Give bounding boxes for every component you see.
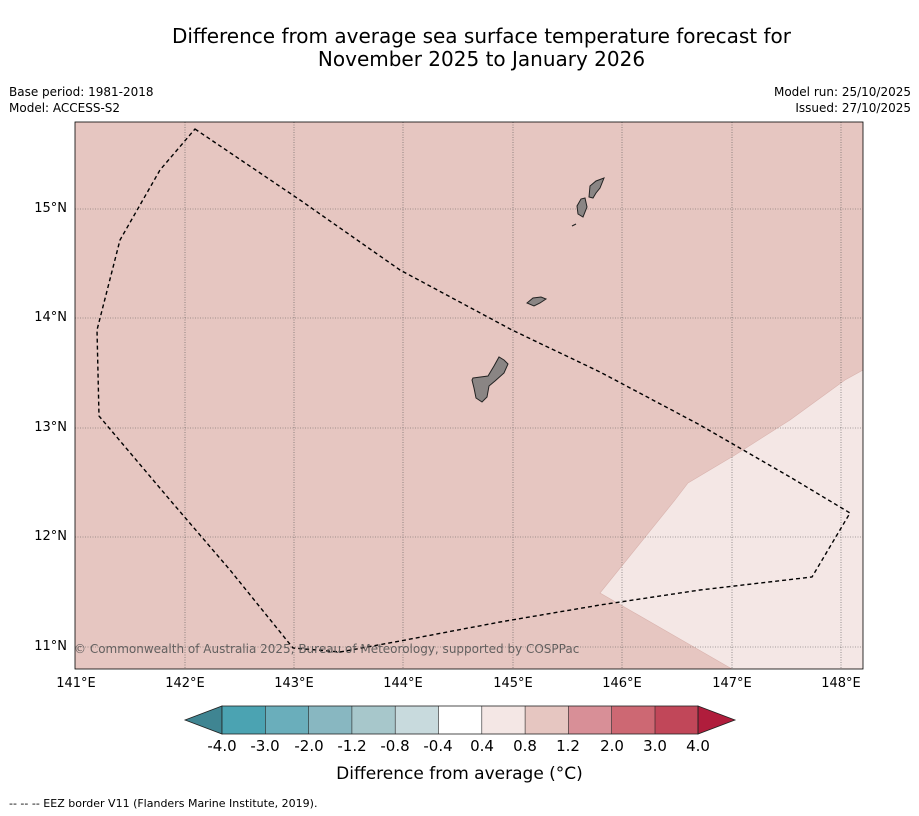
chart-title-line1: Difference from average sea surface temp… xyxy=(171,24,791,48)
lat-label-14n: 14°N xyxy=(34,310,67,325)
colorbar-label: -0.4 xyxy=(423,737,453,755)
colorbar-seg-9 xyxy=(568,706,612,734)
gridlines xyxy=(75,122,863,669)
saipan-island xyxy=(588,177,605,199)
meta-left: Base period: 1981-2018 Model: ACCESS-S2 xyxy=(9,84,154,116)
colorbar-label: -1.2 xyxy=(337,737,367,755)
lon-label-141e: 141°E xyxy=(56,676,96,691)
colorbar-over-arrow xyxy=(697,705,737,735)
eez-footnote: -- -- -- EEZ border V11 (Flanders Marine… xyxy=(9,797,318,810)
rota-island xyxy=(526,296,548,307)
lon-label-144e: 144°E xyxy=(383,676,423,691)
lat-label-11n: 11°N xyxy=(34,639,67,654)
lon-label-146e: 146°E xyxy=(602,676,642,691)
lat-label-15n: 15°N xyxy=(34,201,67,216)
tinian-island xyxy=(576,197,588,218)
eez-border xyxy=(96,128,851,653)
colorbar-label: -0.8 xyxy=(380,737,410,755)
colorbar xyxy=(183,705,737,735)
lon-label-143e: 143°E xyxy=(274,676,314,691)
model-name: Model: ACCESS-S2 xyxy=(9,101,121,115)
meta-right: Model run: 25/10/2025 Issued: 27/10/2025 xyxy=(774,84,911,116)
colorbar-seg-5 xyxy=(395,706,439,734)
colorbar-seg-6 xyxy=(438,706,482,734)
colorbar-seg-8 xyxy=(525,706,569,734)
colorbar-label: -2.0 xyxy=(294,737,324,755)
base-period: Base period: 1981-2018 xyxy=(9,85,154,99)
colorbar-label: 1.2 xyxy=(556,737,580,755)
ocean-anomaly-low xyxy=(599,369,863,669)
colorbar-seg-10 xyxy=(611,706,655,734)
colorbar-label: 4.0 xyxy=(686,737,710,755)
colorbar-seg-1 xyxy=(222,706,266,734)
guam-island xyxy=(471,356,509,403)
map-frame xyxy=(74,121,864,670)
colorbar-label: 0.4 xyxy=(470,737,494,755)
colorbar-label: 2.0 xyxy=(600,737,624,755)
colorbar-seg-2 xyxy=(265,706,309,734)
lon-label-148e: 148°E xyxy=(821,676,861,691)
colorbar-label: -3.0 xyxy=(250,737,280,755)
copyright-credit: © Commonwealth of Australia 2025, Bureau… xyxy=(74,642,580,656)
colorbar-seg-7 xyxy=(481,706,526,734)
lon-label-142e: 142°E xyxy=(165,676,205,691)
colorbar-title: Difference from average (°C) xyxy=(336,764,583,784)
colorbar-seg-11 xyxy=(655,706,698,734)
lat-label-13n: 13°N xyxy=(34,420,67,435)
colorbar-label: 3.0 xyxy=(643,737,667,755)
colorbar-label: -4.0 xyxy=(207,737,237,755)
lat-label-12n: 12°N xyxy=(34,529,67,544)
issued-date: Issued: 27/10/2025 xyxy=(795,101,911,115)
colorbar-seg-3 xyxy=(308,706,352,734)
aguijan-island xyxy=(571,223,577,227)
colorbar-under-arrow xyxy=(183,705,223,735)
lon-label-147e: 147°E xyxy=(712,676,752,691)
chart-title-line2: November 2025 to January 2026 xyxy=(317,47,646,71)
colorbar-label: 0.8 xyxy=(513,737,537,755)
model-run: Model run: 25/10/2025 xyxy=(773,85,911,99)
map-area xyxy=(75,122,863,669)
colorbar-seg-4 xyxy=(351,706,396,734)
lon-label-145e: 145°E xyxy=(493,676,533,691)
